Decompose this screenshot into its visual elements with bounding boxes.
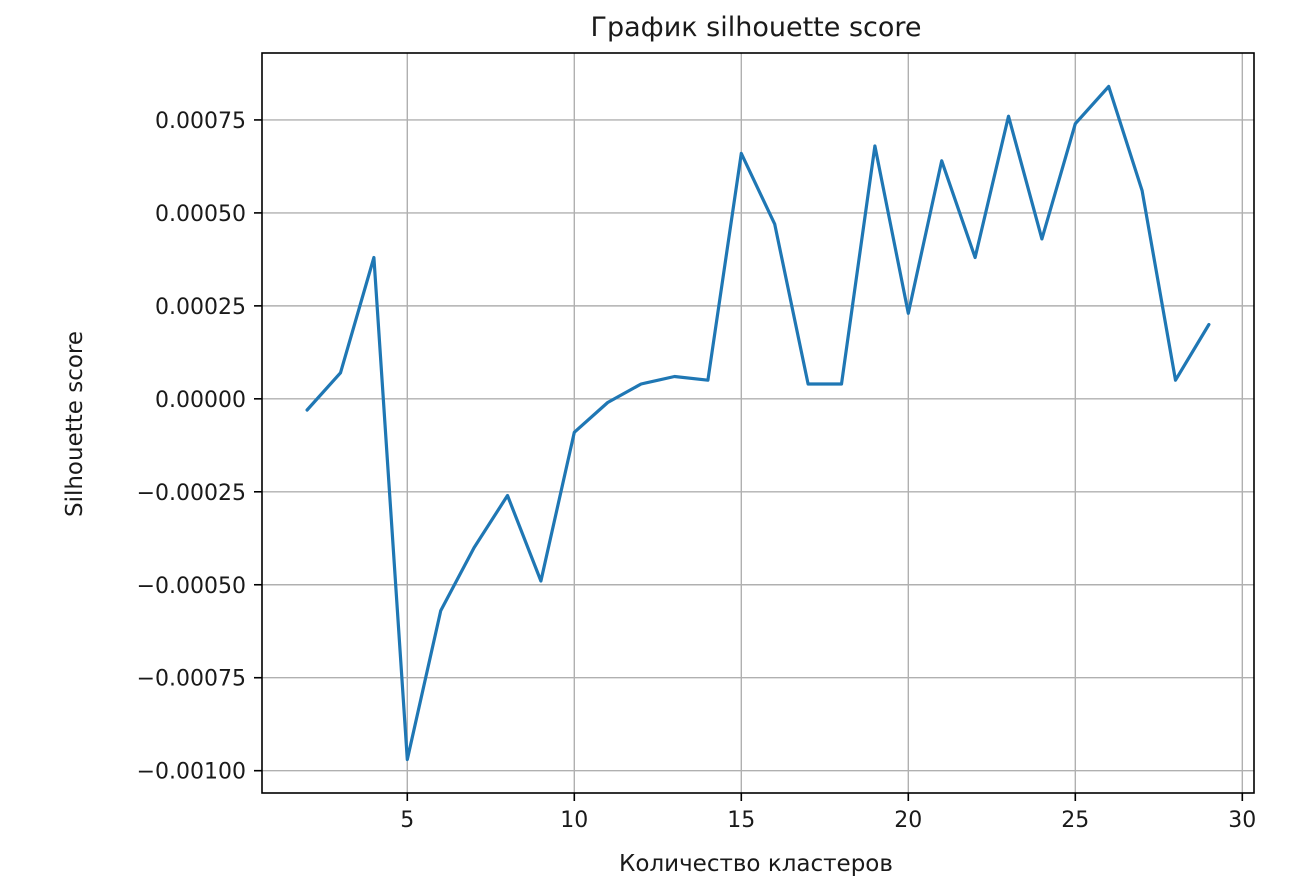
series-line xyxy=(305,84,1211,762)
x-tick-label: 10 xyxy=(560,808,588,833)
x-axis-label: Количество кластеров xyxy=(619,851,893,877)
plot-frame xyxy=(261,52,1255,794)
x-tick-label: 25 xyxy=(1061,808,1089,833)
y-tick-label: −0.00050 xyxy=(137,574,246,599)
x-tick-label: 5 xyxy=(400,808,414,833)
y-tick-label: 0.00075 xyxy=(155,109,246,134)
y-tick-label: 0.00025 xyxy=(155,295,246,320)
y-tick-label: 0.00050 xyxy=(155,202,246,227)
series-layer xyxy=(305,84,1211,762)
x-tick-label: 20 xyxy=(894,808,922,833)
grid-lines xyxy=(262,53,1254,793)
y-tick-label: −0.00025 xyxy=(137,481,246,506)
x-tick-label: 15 xyxy=(727,808,755,833)
y-tick-label: −0.00075 xyxy=(137,667,246,692)
y-axis-label: Silhouette score xyxy=(62,331,88,517)
x-tick-label: 30 xyxy=(1228,808,1256,833)
chart-title: График silhouette score xyxy=(590,12,921,43)
y-tick-label: 0.00000 xyxy=(155,388,246,413)
y-tick-label: −0.00100 xyxy=(137,760,246,785)
ticks: 5 10 15 20 25 30 −0.00100 −0.00075 −0.00050 −0.00… xyxy=(137,109,1257,833)
